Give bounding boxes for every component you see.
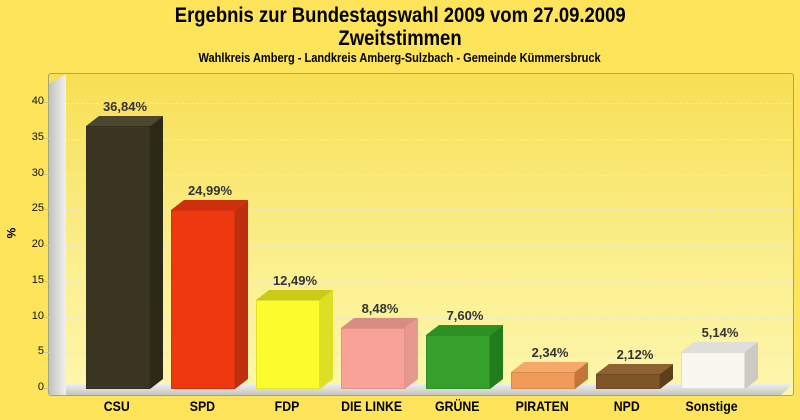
gridline-40	[66, 103, 793, 104]
gridline-30	[66, 175, 793, 176]
y-tick-mark-35	[44, 137, 49, 139]
bar-sonstige-front	[681, 352, 745, 389]
y-tick-mark-40	[44, 102, 49, 103]
bar-fdp	[256, 290, 333, 389]
category-label-fdp-text: FDP	[274, 398, 300, 414]
chart-title-line-2-text: Zweitstimmen	[338, 27, 462, 50]
bar-spd-front	[171, 210, 235, 389]
bar-piraten-top	[511, 362, 588, 372]
value-label-fdp: 12,49%	[272, 273, 318, 288]
bar-npd-top	[596, 364, 673, 374]
bar-csu-top	[86, 116, 163, 126]
gridline-15	[66, 282, 793, 283]
bar-spd-side	[235, 200, 248, 389]
y-tick-label-0: 0	[37, 381, 44, 393]
value-label-piraten: 2,34%	[531, 345, 569, 360]
y-tick-label-5: 5	[37, 345, 44, 358]
category-label-die-linke: DIE LINKE	[317, 398, 427, 414]
category-label-csu-text: CSU	[103, 398, 131, 414]
bar-csu	[86, 116, 163, 389]
bar-piraten	[511, 362, 588, 389]
bar-npd	[596, 364, 673, 389]
value-label-sonstige: 5,14%	[701, 325, 739, 340]
category-label-spd-text: SPD	[189, 398, 215, 414]
bar-gr-ne-top	[426, 325, 503, 335]
chart-subtitle-text: Wahlkreis Amberg - Landkreis Amberg-Sulz…	[198, 50, 602, 65]
gridline-10	[66, 318, 793, 319]
category-label-piraten-text: PIRATEN	[515, 398, 569, 414]
gridline-20	[66, 246, 793, 247]
bar-piraten-front	[511, 372, 575, 389]
y-axis-title: %	[4, 227, 19, 239]
bar-die-linke-front	[341, 328, 405, 389]
value-label-die-linke: 8,48%	[361, 301, 399, 316]
category-label-npd-text: NPD	[613, 398, 641, 414]
bar-die-linke-side	[405, 318, 418, 389]
bar-fdp-top	[256, 290, 333, 300]
gridline-35	[66, 139, 793, 140]
category-label-npd: NPD	[572, 398, 682, 414]
y-tick-label-10: 10	[31, 309, 44, 322]
category-label-gr-ne-text: GRÜNE	[434, 398, 480, 414]
chart-title-line-2: Zweitstimmen	[0, 27, 800, 51]
bar-csu-side	[150, 116, 163, 389]
category-label-sonstige: Sonstige	[657, 398, 767, 414]
bar-gr-ne-side	[490, 325, 503, 389]
value-label-spd: 24,99%	[187, 183, 233, 198]
chart-title-line-1: Ergebnis zur Bundestagswahl 2009 vom 27.…	[0, 4, 800, 28]
plot-3d-left-wall	[49, 74, 66, 395]
y-tick-label-35: 35	[31, 130, 44, 143]
bar-sonstige-top	[681, 342, 758, 352]
bar-spd-top	[171, 200, 248, 210]
category-label-fdp: FDP	[232, 398, 342, 414]
category-label-sonstige-text: Sonstige	[685, 398, 739, 414]
bar-die-linke-top	[341, 318, 418, 328]
plot-area: 36,84% 24,99% 12,49% 8,48% 7,60% 2,34% 2,12% 5,…	[48, 73, 794, 396]
bar-sonstige-side	[745, 342, 758, 389]
bar-sonstige	[681, 342, 758, 389]
bar-fdp-side	[320, 290, 333, 389]
y-tick-mark-20	[44, 245, 49, 246]
y-tick-label-20: 20	[31, 238, 44, 250]
gridline-25	[66, 210, 793, 211]
y-tick-label-40: 40	[31, 95, 44, 107]
bar-die-linke	[341, 318, 418, 389]
y-tick-label-25: 25	[31, 202, 44, 215]
category-label-die-linke-text: DIE LINKE	[341, 398, 403, 414]
category-label-spd: SPD	[147, 398, 257, 414]
y-tick-mark-30	[44, 173, 49, 175]
y-tick-mark-5	[44, 352, 49, 354]
bar-fdp-front	[256, 300, 320, 389]
plot-3d-floor	[66, 384, 793, 395]
bar-spd	[171, 200, 248, 389]
value-label-csu: 36,84%	[102, 99, 148, 114]
bar-gr-ne	[426, 325, 503, 389]
y-tick-label-30: 30	[31, 166, 44, 179]
y-tick-mark-25	[44, 209, 49, 211]
category-label-gr-ne: GRÜNE	[402, 398, 512, 414]
chart-title-line-1-text: Ergebnis zur Bundestagswahl 2009 vom 27.…	[174, 4, 626, 27]
category-label-piraten: PIRATEN	[487, 398, 597, 414]
chart-subtitle: Wahlkreis Amberg - Landkreis Amberg-Sulz…	[0, 50, 800, 65]
y-tick-mark-10	[44, 316, 49, 318]
bar-npd-front	[596, 374, 660, 389]
y-tick-mark-0	[44, 388, 49, 389]
bar-gr-ne-front	[426, 335, 490, 389]
y-tick-label-15: 15	[31, 273, 44, 286]
bar-csu-front	[86, 126, 150, 389]
value-label-npd: 2,12%	[616, 347, 654, 362]
category-label-csu: CSU	[62, 398, 172, 414]
y-tick-mark-15	[44, 280, 49, 282]
value-label-gr-ne: 7,60%	[446, 308, 484, 323]
